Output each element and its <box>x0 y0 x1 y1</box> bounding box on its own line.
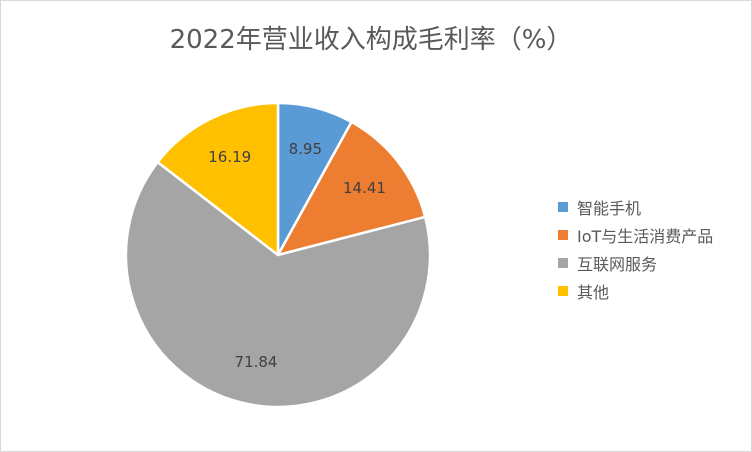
data-label: 8.95 <box>289 140 322 158</box>
chart-title: 2022年营业收入构成毛利率（%） <box>169 25 573 55</box>
legend-item-internet-services: 互联网服务 <box>558 249 713 277</box>
legend-label: 互联网服务 <box>577 255 658 274</box>
legend-label: IoT与生活消费产品 <box>577 227 714 246</box>
legend-item-smartphone: 智能手机 <box>558 193 713 221</box>
legend-item-other: 其他 <box>558 277 713 305</box>
data-label: 71.84 <box>235 353 278 371</box>
legend: 智能手机 IoT与生活消费产品 互联网服务 其他 <box>558 193 713 305</box>
legend-swatch <box>558 202 568 212</box>
data-label: 14.41 <box>343 179 386 197</box>
pie-slice-internet-services <box>124 160 432 409</box>
legend-label: 其他 <box>577 283 610 302</box>
legend-swatch <box>558 258 568 268</box>
data-label: 16.19 <box>208 148 251 166</box>
legend-swatch <box>558 230 568 240</box>
pie-slice-iot <box>276 120 427 257</box>
pie-slice-other <box>156 101 280 257</box>
legend-item-iot: IoT与生活消费产品 <box>558 221 713 249</box>
legend-label: 智能手机 <box>577 199 642 218</box>
legend-swatch <box>558 286 568 296</box>
